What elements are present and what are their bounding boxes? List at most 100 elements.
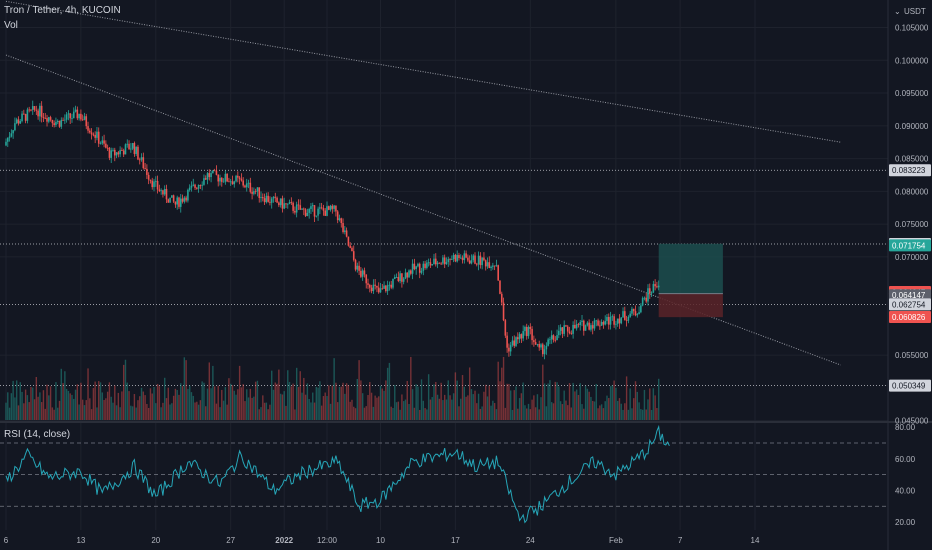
candle-body-143 [260, 197, 262, 198]
candle-body-337 [606, 316, 608, 321]
candle-body-150 [272, 196, 275, 199]
candle-body-305 [549, 339, 551, 341]
volume-bar-335 [602, 408, 605, 420]
volume-bar-201 [363, 407, 366, 420]
volume-bar-190 [344, 393, 346, 420]
candle-body-140 [254, 191, 257, 192]
candle-body-297 [534, 342, 537, 345]
candle-body-349 [627, 316, 630, 321]
volume-bar-238 [429, 399, 432, 420]
volume-bar-148 [269, 404, 271, 420]
volume-bar-31 [60, 368, 62, 420]
candle-body-142 [258, 187, 261, 198]
volume-bar-126 [230, 383, 232, 420]
volume-bar-23 [46, 384, 48, 420]
volume-bar-309 [556, 382, 558, 420]
volume-bar-175 [317, 387, 319, 420]
candle-body-288 [518, 334, 521, 340]
candle-body-216 [390, 284, 392, 288]
volume-bar-215 [388, 362, 391, 420]
candle-body-299 [538, 344, 541, 348]
candle-body-329 [591, 325, 594, 329]
candle-body-154 [279, 198, 282, 206]
volume-bar-165 [299, 371, 301, 420]
volume-bar-36 [69, 393, 71, 420]
candle-body-170 [308, 209, 310, 213]
volume-bar-26 [51, 407, 54, 420]
candle-body-272 [490, 266, 492, 269]
time-axis[interactable]: 6 13 20 27 2022 12:00 10 17 24 Feb 7 14 [4, 536, 760, 545]
candle-body-114 [208, 173, 211, 178]
volume-bar-99 [181, 386, 184, 420]
volume-bar-65 [121, 391, 123, 420]
candle-body-120 [219, 177, 221, 182]
volume-bar-345 [620, 403, 622, 420]
rsi-axis[interactable]: 80.00 60.00 40.00 20.00 [895, 423, 916, 527]
volume-bar-127 [231, 385, 234, 420]
candle-body-334 [600, 321, 603, 326]
volume-bar-150 [272, 389, 275, 420]
volume-bar-125 [228, 378, 230, 420]
volume-bar-361 [649, 388, 651, 420]
rsi-indicator-label[interactable]: RSI (14, close) [4, 429, 71, 440]
volume-bar-341 [613, 380, 615, 420]
candle-body-354 [636, 314, 639, 316]
symbol-title[interactable]: Tron / Tether, 4h, KUCOIN [4, 5, 121, 16]
volume-bar-356 [640, 409, 642, 420]
price-label-box-0 [889, 164, 931, 177]
candle-body-145 [263, 198, 266, 203]
candle-body-56 [105, 143, 107, 148]
volume-bar-327 [588, 391, 590, 420]
candle-body-176 [319, 207, 321, 209]
candle-body-196 [354, 259, 357, 270]
candle-body-79 [146, 168, 148, 175]
price-axis[interactable]: 0.105000 0.100000 0.095000 0.090000 0.085000… [895, 24, 929, 426]
candle-body-232 [418, 263, 421, 273]
volume-bar-19 [39, 392, 41, 420]
volume-bar-251 [452, 393, 455, 420]
volume-bar-231 [417, 386, 419, 420]
long-position-tool[interactable] [658, 243, 723, 318]
volume-bar-123 [224, 387, 227, 420]
volume-bar-114 [208, 362, 210, 420]
candle-body-155 [281, 198, 284, 209]
volume-bar-280 [504, 407, 507, 420]
volume-bar-329 [592, 400, 594, 420]
volume-bar-108 [197, 404, 200, 420]
candle-body-45 [85, 116, 88, 127]
candle-body-1 [6, 137, 9, 142]
volume-bar-118 [215, 403, 218, 420]
volume-bar-290 [522, 382, 524, 420]
currency-dropdown-icon[interactable]: ⌄ [894, 7, 901, 16]
volume-indicator-label[interactable]: Vol [4, 20, 18, 31]
candle-body-197 [356, 265, 359, 270]
currency-label[interactable]: USDT [904, 7, 926, 16]
volume-bar-227 [410, 356, 412, 420]
volume-bar-284 [511, 409, 514, 420]
volume-bar-140 [254, 381, 257, 420]
candle-body-137 [249, 182, 252, 192]
candle-body-151 [274, 196, 277, 198]
candle-body-86 [158, 189, 161, 192]
price-label-6: 0.062754 [892, 300, 926, 309]
volume-bar-202 [365, 406, 367, 420]
candle-body-153 [278, 202, 280, 206]
candle-body-271 [488, 262, 491, 269]
candle-body-146 [265, 195, 268, 203]
volume-bar-312 [561, 404, 564, 420]
candle-body-119 [217, 174, 220, 182]
volume-bar-286 [515, 386, 517, 420]
volume-bar-79 [146, 403, 148, 420]
candle-body-261 [470, 260, 473, 264]
volume-bar-153 [278, 369, 280, 420]
candle-body-332 [597, 320, 599, 326]
candle-body-21 [42, 117, 45, 118]
candle-body-149 [270, 198, 273, 203]
volume-bar-355 [638, 402, 640, 420]
price-label-2: 0.071754 [892, 241, 926, 250]
volume-bar-221 [399, 409, 401, 420]
candle-body-218 [393, 277, 396, 279]
candle-body-16 [33, 106, 36, 110]
volume-bar-134 [244, 401, 246, 420]
